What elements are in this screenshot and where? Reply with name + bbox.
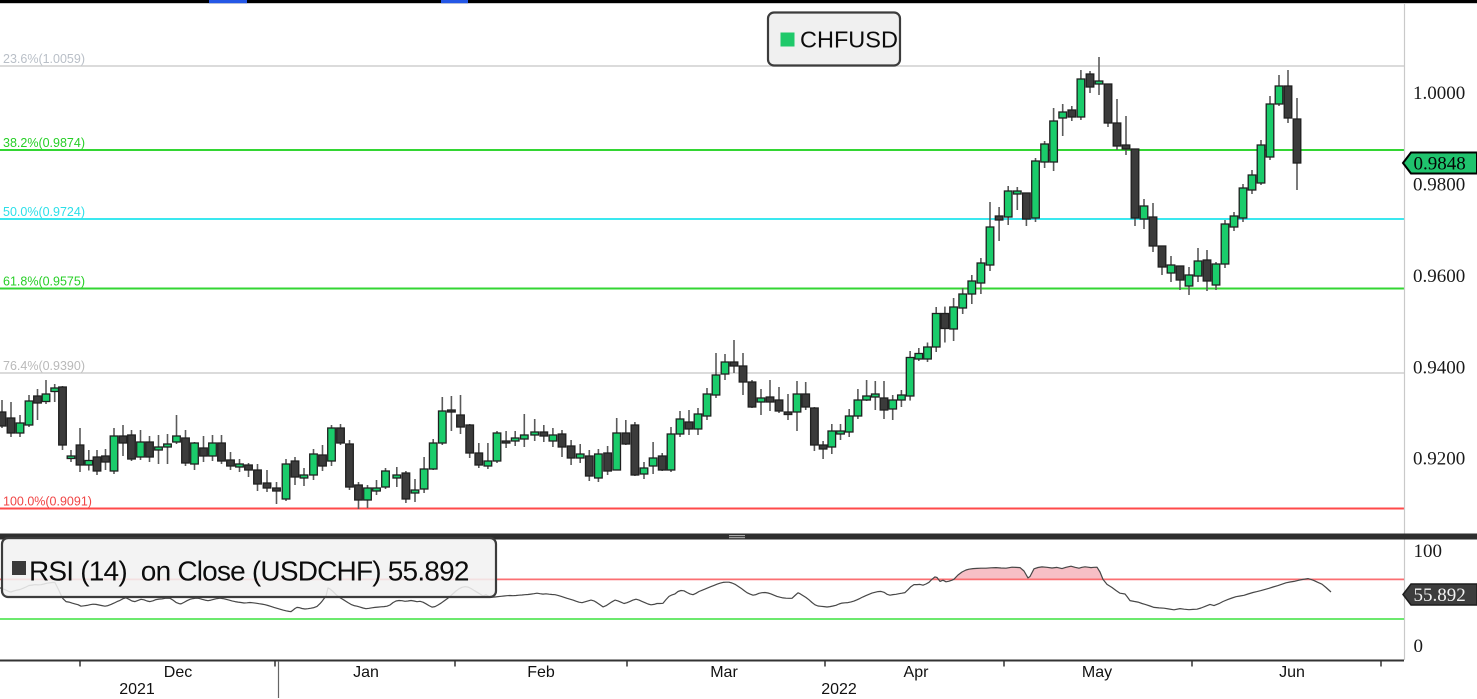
svg-text:Jun: Jun [1279, 664, 1305, 681]
svg-text:May: May [1082, 664, 1112, 681]
svg-text:76.4%(0.9390): 76.4%(0.9390) [3, 359, 85, 373]
svg-text:2021: 2021 [119, 681, 155, 698]
svg-text:38.2%(0.9874): 38.2%(0.9874) [3, 136, 85, 150]
svg-text:100.0%(0.9091): 100.0%(0.9091) [3, 495, 92, 509]
svg-text:0.9200: 0.9200 [1413, 449, 1465, 470]
svg-text:Feb: Feb [527, 664, 555, 681]
svg-text:CHFUSD: CHFUSD [800, 27, 898, 53]
svg-text:RSI (14) on Close (USDCHF) 55: RSI (14) on Close (USDCHF) 55.892 [29, 556, 469, 587]
svg-text:Jan: Jan [353, 664, 379, 681]
svg-text:Apr: Apr [904, 664, 930, 681]
svg-text:0.9800: 0.9800 [1413, 175, 1465, 196]
svg-text:0: 0 [1414, 636, 1424, 657]
svg-text:1.0000: 1.0000 [1413, 83, 1465, 104]
svg-text:0.9400: 0.9400 [1413, 358, 1465, 379]
svg-text:2022: 2022 [821, 681, 857, 698]
svg-text:100: 100 [1414, 541, 1443, 562]
svg-text:61.8%(0.9575): 61.8%(0.9575) [3, 275, 85, 289]
svg-text:0.9600: 0.9600 [1413, 266, 1465, 287]
svg-text:Dec: Dec [164, 664, 192, 681]
svg-text:55.892: 55.892 [1414, 585, 1466, 606]
svg-text:23.6%(1.0059): 23.6%(1.0059) [3, 52, 85, 66]
svg-text:Mar: Mar [710, 664, 738, 681]
svg-text:0.9848: 0.9848 [1414, 154, 1466, 175]
svg-text:50.0%(0.9724): 50.0%(0.9724) [3, 205, 85, 219]
